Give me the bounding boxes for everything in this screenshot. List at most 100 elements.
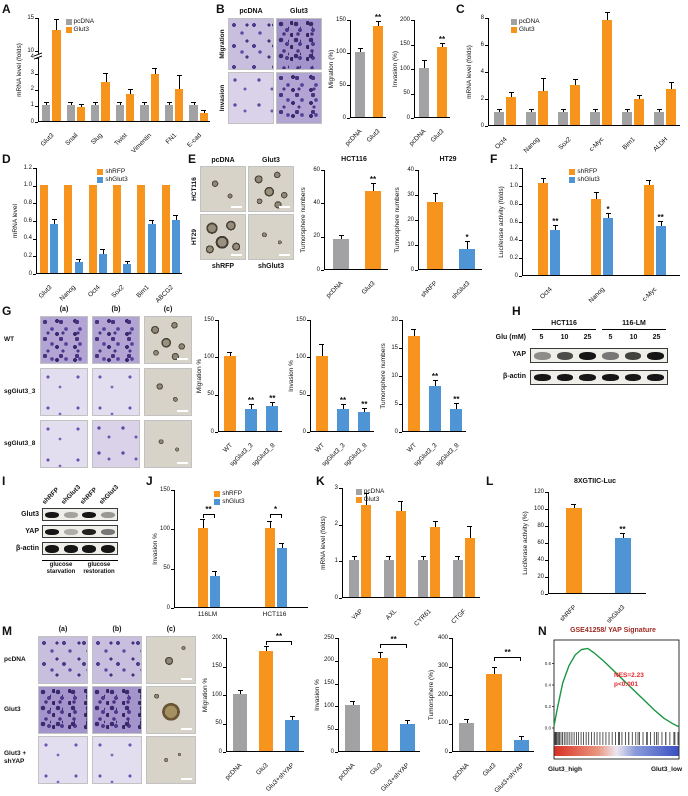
error-bar-cap <box>593 192 599 194</box>
y-axis-label: Luciferase activity (%) <box>522 511 529 575</box>
y-tick-mark <box>215 394 218 396</box>
plot-area: ** <box>414 20 450 118</box>
panel-label-b: B <box>216 2 225 16</box>
plot-area: * <box>418 170 482 270</box>
bar <box>603 218 613 275</box>
y-tick-label: 0.6 <box>509 218 518 225</box>
x-tick-text: Glut3+shYAP <box>492 762 526 795</box>
error-bar <box>269 522 271 529</box>
error-bar-cap <box>560 109 566 110</box>
bar <box>76 106 86 121</box>
legend-item: shGlut3 <box>97 176 128 183</box>
column-header: Glut3 <box>290 8 308 15</box>
y-tick-label: 100 <box>336 49 347 56</box>
y-axis-label: Tumorsphere numbers <box>394 187 401 253</box>
y-tick-mark <box>35 73 38 75</box>
legend-swatch <box>355 488 362 495</box>
y-tick-label: 0.8 <box>509 200 518 207</box>
error-bar-cap <box>289 715 295 717</box>
y-tick-mark <box>415 245 418 246</box>
error-bar <box>456 404 458 409</box>
x-tick-label: ALDH <box>604 128 669 153</box>
x-tick-label: shGlut3 <box>562 596 627 625</box>
sig-bracket <box>494 656 522 661</box>
legend-label: pcDNA <box>363 488 385 495</box>
y-tick-label: 0 <box>444 748 448 755</box>
panel-K: K mRNA level (folds) 0 1 2 3 YAP AXL CYR61 CTGF p… <box>316 474 484 628</box>
error-bar <box>366 494 368 506</box>
error-bar-cap <box>386 556 392 558</box>
panel-B: B pcDNA Glut3 Migration Invasion ** Migra… <box>216 2 454 150</box>
y-tick-mark <box>411 93 414 95</box>
y-tick-mark <box>339 488 342 489</box>
sig-bracket <box>269 514 282 519</box>
bar <box>40 184 49 273</box>
error-bar <box>659 110 660 112</box>
y-tick-mark <box>415 270 418 271</box>
y-tick-mark <box>519 186 522 187</box>
bar <box>550 230 561 275</box>
significance-mark: ** <box>374 12 382 22</box>
error-bar-cap <box>103 73 109 75</box>
error-bar-cap <box>572 79 578 81</box>
legend-item: shRFP <box>97 168 127 175</box>
error-bar-cap <box>377 651 383 653</box>
x-tick-text: ALDH <box>651 136 669 154</box>
error-bar <box>413 330 415 336</box>
y-axis-label: mRNA level (folds) <box>16 43 23 97</box>
x-tick-text: sgGlut3_8 <box>434 442 461 468</box>
error-bar-cap <box>421 60 427 62</box>
x-tick-label: sgGlut3_8 <box>395 434 460 468</box>
y-axis-label: mRNA level (folds) <box>320 516 327 570</box>
bar <box>602 19 612 125</box>
error-bar-cap <box>656 109 662 110</box>
error-bar <box>193 103 195 105</box>
y-tick-mark <box>411 44 414 46</box>
legend-label: pcDNA <box>519 18 540 25</box>
error-bar <box>435 521 437 528</box>
protein-label-yap: YAP <box>25 528 39 535</box>
error-bar <box>457 557 459 561</box>
glucose-conc: 5 <box>539 334 544 341</box>
error-bar <box>531 110 532 112</box>
micrograph-cell <box>228 18 274 70</box>
error-bar-cap <box>540 78 546 80</box>
error-bar <box>203 111 205 113</box>
protein-band <box>533 374 551 381</box>
invasion-chart: ** ** Invasion % 0 50 100 150 WT sgGlut3_3 sgGlut… <box>286 308 376 468</box>
error-bar-cap <box>620 533 625 535</box>
error-bar <box>466 719 468 723</box>
blot-strip-yap <box>42 525 118 538</box>
error-bar <box>46 103 48 105</box>
y-tick-mark <box>215 357 218 359</box>
legend-swatch <box>65 18 72 25</box>
micrograph-cell <box>38 736 88 784</box>
protein-label-glut3: Glut3 <box>21 511 39 518</box>
x-tick-text: shGlut3 <box>450 280 471 301</box>
error-bar <box>469 527 471 539</box>
panel-A: A mRNA level (folds) 0 1 2 3 4 10 15 Glut3 Snail S… <box>2 2 214 155</box>
tumorsphere-image <box>146 686 196 734</box>
blot-lane <box>43 543 62 554</box>
chart-legend: shRFP shGlut3 <box>214 490 245 506</box>
lane-label: shGlut3 <box>98 483 121 506</box>
column-header: (a) <box>58 626 68 633</box>
bar <box>538 183 549 275</box>
y-tick-label: 150 <box>323 680 334 687</box>
chart-legend: pcDNA Glut3 <box>511 18 540 34</box>
bar <box>450 408 463 431</box>
panel-label-c: C <box>456 2 465 16</box>
error-bar-cap <box>658 220 664 222</box>
bar <box>349 560 360 597</box>
blot-lane <box>576 371 599 384</box>
error-bar-cap <box>467 526 473 528</box>
y-tick-label: 4 <box>30 54 34 61</box>
y-tick-mark <box>223 666 226 668</box>
y-tick-mark <box>519 168 522 169</box>
sig-bracket-label: ** <box>504 647 511 657</box>
bar <box>526 111 536 125</box>
cell-line-header: 116-LM <box>602 320 666 330</box>
legend-swatch <box>214 498 221 505</box>
blot-strip-bactin <box>42 542 118 555</box>
